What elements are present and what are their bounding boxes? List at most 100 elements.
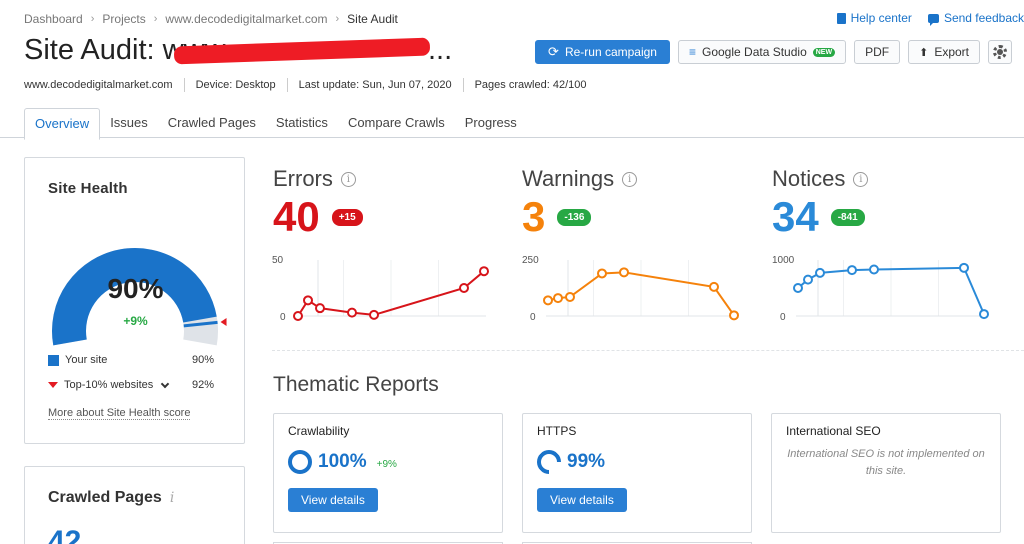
breadcrumb-projects[interactable]: Projects <box>102 12 146 26</box>
legend-top10-label: Top-10% websites <box>64 379 154 391</box>
info-icon[interactable]: i <box>853 171 869 187</box>
warnings-title: Warnings <box>522 166 615 191</box>
notices-metric: Notices i 34 -841 <box>772 166 869 240</box>
site-health-more-link[interactable]: More about Site Health score <box>48 407 191 420</box>
tab-issues[interactable]: Issues <box>110 115 148 130</box>
send-feedback-link[interactable]: Send feedback <box>927 11 1024 26</box>
tab-overview[interactable]: Overview <box>24 108 101 140</box>
international-seo-card: International SEO International SEO is n… <box>771 413 1001 533</box>
crawlability-card: Crawlability 100% +9% View details <box>273 413 503 533</box>
breadcrumb-dashboard[interactable]: Dashboard <box>24 12 83 26</box>
section-divider <box>272 350 1024 351</box>
help-center-link[interactable]: Help center <box>836 11 912 25</box>
breadcrumb-domain[interactable]: www.decodedigitalmarket.com <box>165 12 328 26</box>
y-axis-min-label: 0 <box>530 312 536 323</box>
data-point <box>369 309 379 320</box>
info-icon[interactable]: i <box>340 171 356 187</box>
errors-metric: Errors i 40 +15 <box>273 166 363 240</box>
notices-title: Notices <box>772 166 846 191</box>
data-point <box>729 310 739 321</box>
tab-compare-crawls[interactable]: Compare Crawls <box>347 115 445 130</box>
page-title-ellipsis: ... <box>428 34 453 66</box>
crawlability-view-details-button[interactable]: View details <box>288 488 378 512</box>
meta-pages-crawled: Pages crawled: 42/100 <box>474 79 587 91</box>
errors-value[interactable]: 40 <box>273 193 320 240</box>
y-axis-max-label: 250 <box>522 255 539 266</box>
y-axis-max-label: 50 <box>272 255 284 266</box>
warnings-delta-badge: -136 <box>557 208 592 226</box>
red-triangle-icon <box>48 382 58 388</box>
rerun-campaign-button[interactable]: ⟳ Re-run campaign <box>535 40 670 64</box>
https-score: 99% <box>532 445 605 479</box>
data-point <box>869 264 879 275</box>
gauge-fill <box>52 248 217 346</box>
meta-domain: www.decodedigitalmarket.com <box>24 78 185 92</box>
crawlability-value: 100% <box>318 451 367 472</box>
book-icon <box>836 12 846 24</box>
data-point <box>565 291 575 302</box>
international-seo-note: International SEO is not implemented on … <box>787 448 985 477</box>
data-point <box>315 303 325 314</box>
data-point <box>543 295 553 306</box>
rerun-label: Re-run campaign <box>564 45 657 59</box>
meta-last-update: Last update: Sun, Jun 07, 2020 <box>299 78 464 92</box>
chat-icon <box>927 13 939 26</box>
upload-icon: ⬆ <box>919 46 929 59</box>
data-point <box>459 283 469 293</box>
chevron-right-icon: › <box>90 13 95 25</box>
next-card-edge <box>273 542 503 544</box>
data-point <box>847 265 857 276</box>
progress-ring-icon <box>288 450 312 474</box>
site-health-title: Site Health <box>48 180 128 197</box>
google-data-studio-button[interactable]: ≡ Google Data Studio NEW <box>677 40 847 64</box>
data-studio-icon: ≡ <box>688 45 696 59</box>
data-point <box>803 274 813 285</box>
export-label: Export <box>934 45 969 59</box>
errors-delta-badge: +15 <box>331 208 363 226</box>
crawled-pages-title-text: Crawled Pages <box>48 489 162 506</box>
notices-delta-badge: -841 <box>830 208 865 226</box>
page-title-prefix: Site Audit: <box>24 34 155 66</box>
legend-top10[interactable]: Top-10% websites 92% <box>48 379 214 391</box>
international-seo-title: International SEO <box>786 424 881 438</box>
notices-value[interactable]: 34 <box>772 193 819 240</box>
warnings-value[interactable]: 3 <box>522 193 546 240</box>
tab-crawled-pages[interactable]: Crawled Pages <box>167 115 256 130</box>
chevron-down-icon[interactable] <box>161 379 170 388</box>
data-point <box>709 281 719 292</box>
tab-statistics[interactable]: Statistics <box>275 115 328 130</box>
tab-bar: Overview Issues Crawled Pages Statistics… <box>24 108 527 140</box>
meta-device: Device: Desktop <box>196 78 288 92</box>
info-icon[interactable]: i <box>622 171 638 187</box>
tab-divider <box>0 137 1024 138</box>
gear-icon <box>993 45 1007 59</box>
help-center-label: Help center <box>850 11 912 25</box>
crawlability-title: Crawlability <box>288 424 350 438</box>
site-health-gauge <box>52 248 227 346</box>
errors-sparkline: 50 0 <box>272 255 489 323</box>
site-health-value: 90% <box>107 273 164 304</box>
legend-your-site-value: 90% <box>191 354 214 366</box>
tab-progress[interactable]: Progress <box>464 115 517 130</box>
breadcrumb-current: Site Audit <box>347 12 398 26</box>
data-point <box>303 295 313 306</box>
crawled-pages-card: Crawled Pages i 42 <box>24 466 245 544</box>
legend-top10-value: 92% <box>191 379 214 391</box>
next-card-edge <box>522 542 752 544</box>
data-point <box>793 283 803 293</box>
https-view-details-button[interactable]: View details <box>537 488 627 512</box>
gds-label: Google Data Studio <box>702 45 807 59</box>
crawled-pages-value[interactable]: 42 <box>48 525 82 544</box>
https-card: HTTPS 99% View details <box>522 413 752 533</box>
settings-button[interactable] <box>988 40 1012 64</box>
export-button[interactable]: ⬆ Export <box>908 40 980 64</box>
pdf-label: PDF <box>865 45 890 59</box>
breadcrumb: Dashboard › Projects › www.decodedigitalma… <box>24 12 398 26</box>
warnings-metric: Warnings i 3 -136 <box>522 166 638 240</box>
top-links: Help center Send feedback <box>836 11 1024 26</box>
pdf-button[interactable]: PDF <box>854 40 901 64</box>
y-axis-max-label: 1000 <box>772 255 795 266</box>
site-health-card: Site Health 90% +9% Your site 90% Top-10… <box>24 157 245 444</box>
info-icon[interactable]: i <box>169 490 175 506</box>
gauge-top10-line <box>183 320 218 328</box>
